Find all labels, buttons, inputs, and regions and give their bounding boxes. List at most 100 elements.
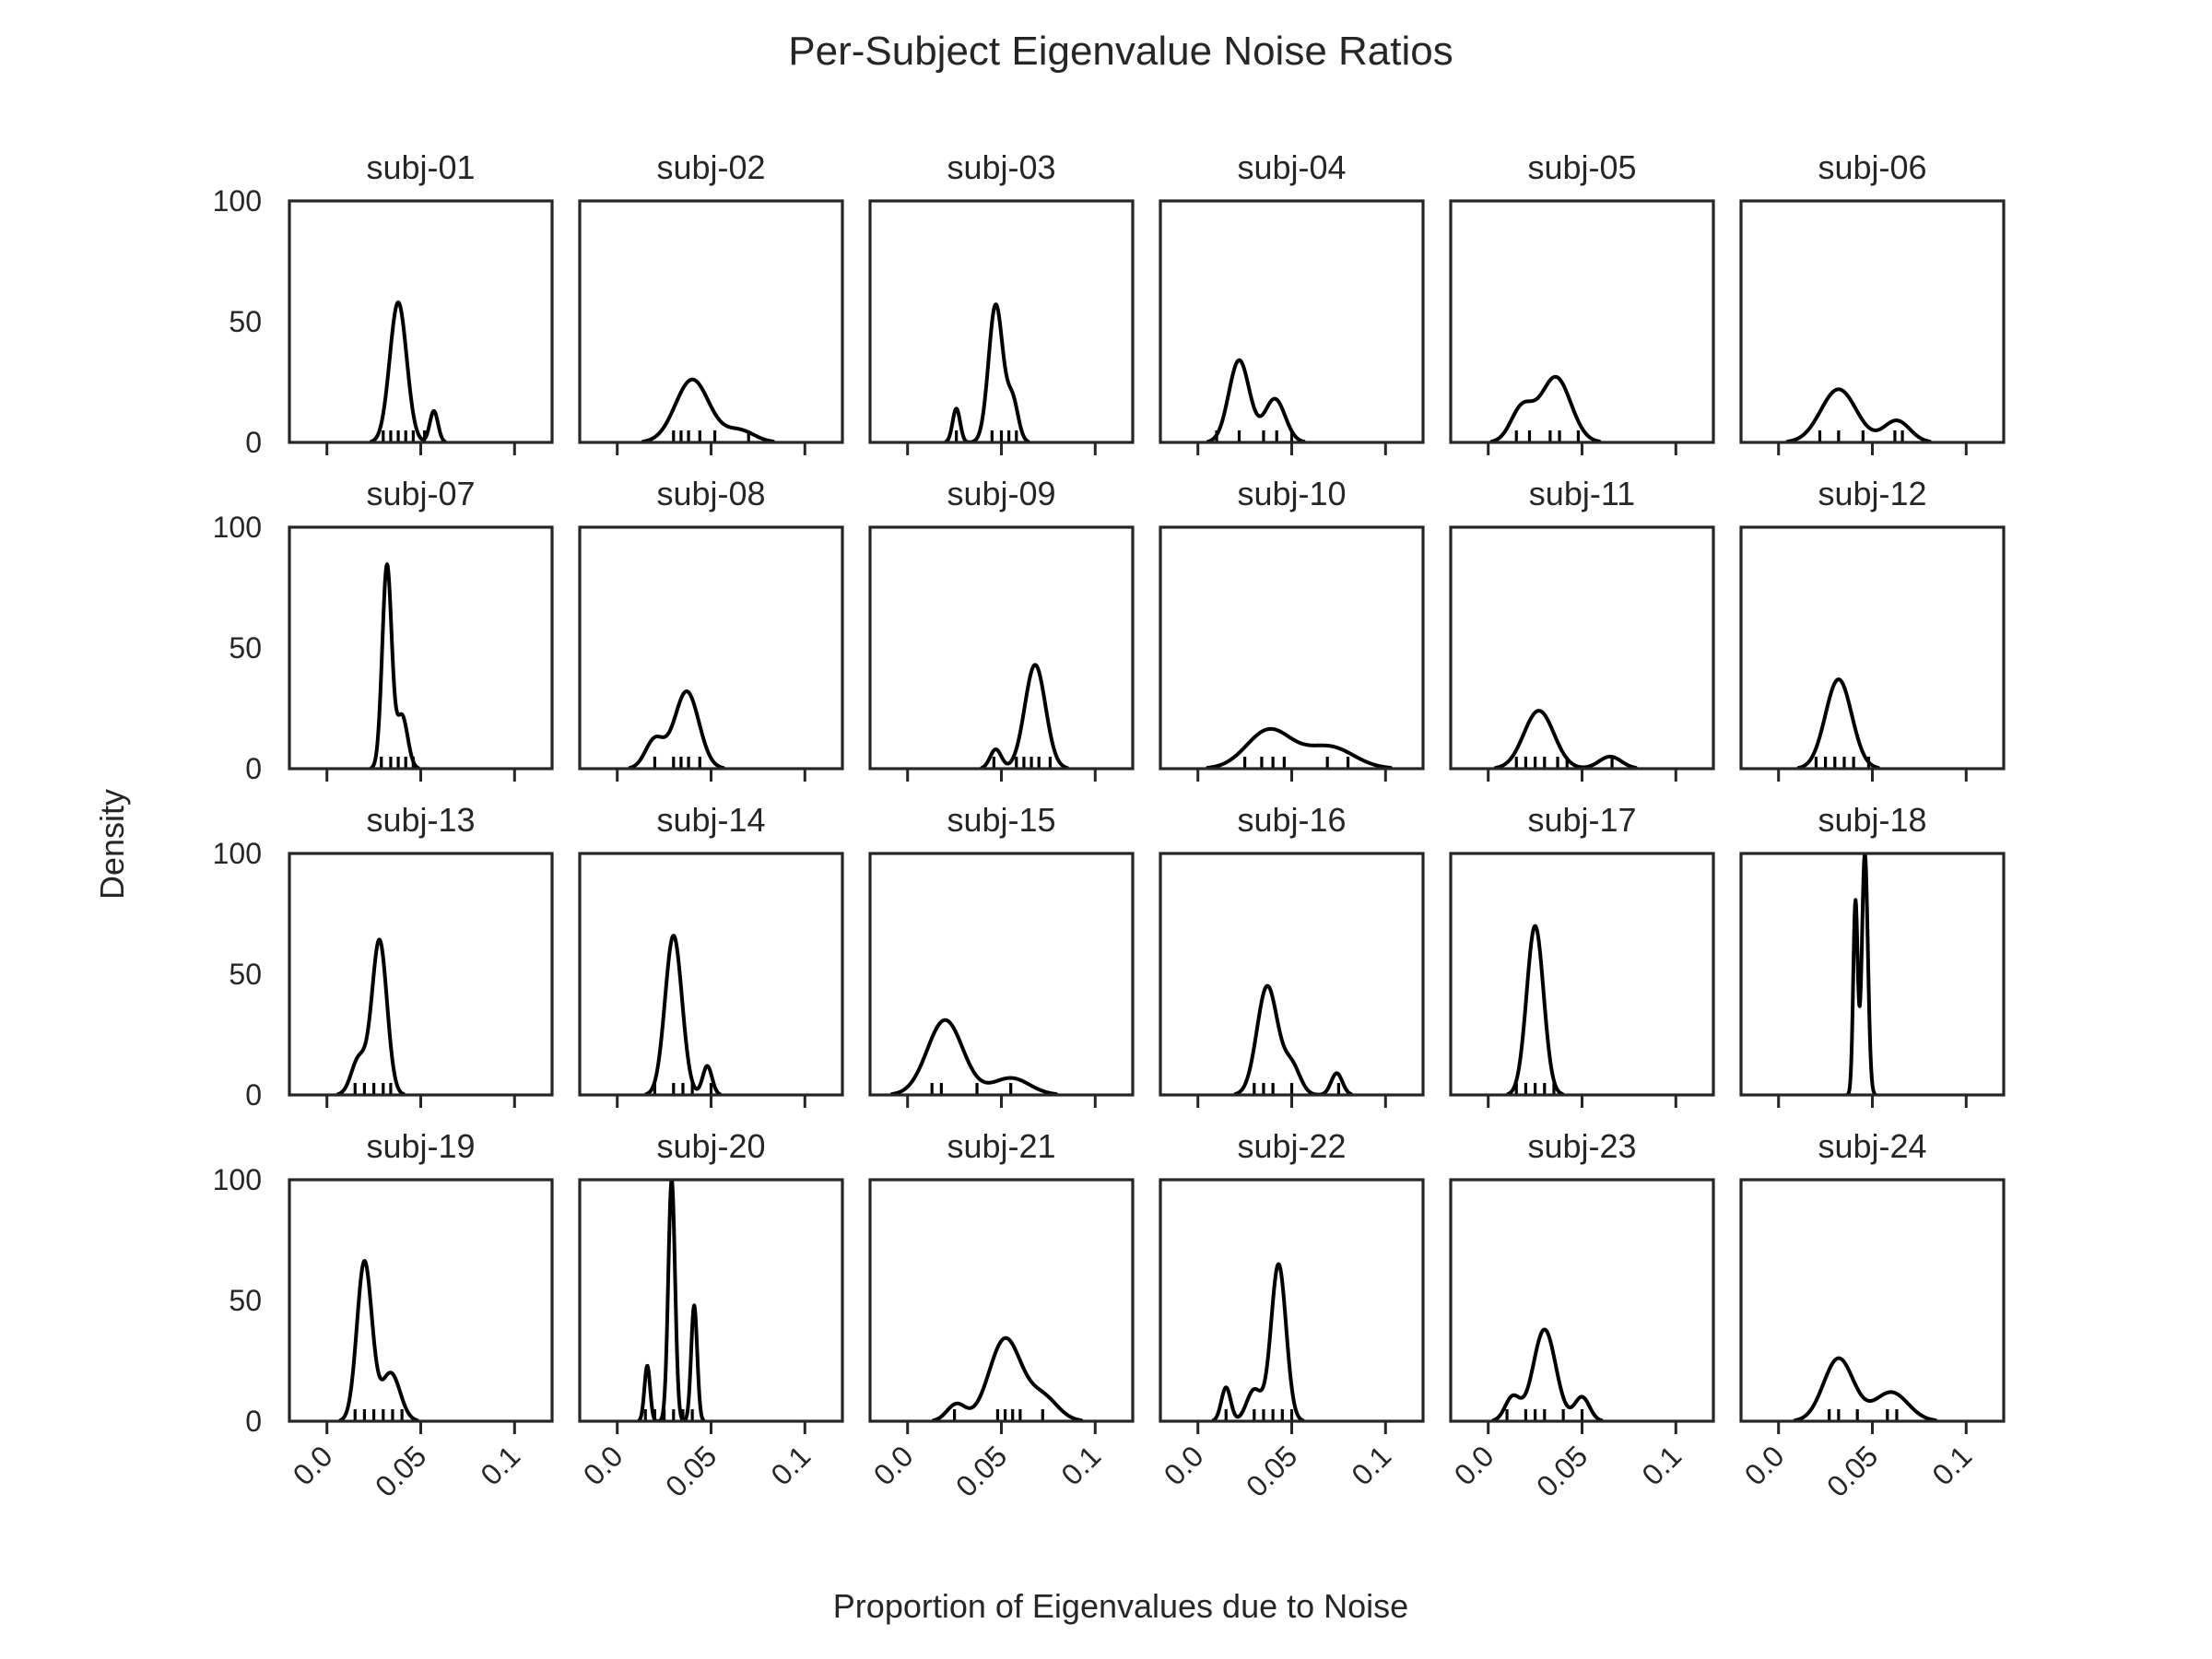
panel-title: subj-07 xyxy=(366,475,475,512)
panel-subj-14: subj-14 xyxy=(578,801,844,1108)
panel-subj-08: subj-08 xyxy=(578,475,844,782)
y-tick-label: 100 xyxy=(213,511,262,544)
x-tick-label: 0.1 xyxy=(1345,1439,1397,1491)
x-tick-label: 0.1 xyxy=(474,1439,526,1491)
x-tick-label: 0.05 xyxy=(1820,1439,1884,1502)
panel-title: subj-14 xyxy=(656,801,765,839)
panel-frame xyxy=(1449,1178,1715,1423)
panel-subj-04: subj-04 xyxy=(1159,148,1425,455)
panel-subj-16: subj-16 xyxy=(1159,801,1425,1108)
kde-curve xyxy=(1491,1327,1604,1421)
x-tick-label: 0.0 xyxy=(1158,1439,1210,1491)
panel-frame xyxy=(288,852,554,1097)
x-tick-label: 0.0 xyxy=(1448,1439,1500,1491)
x-axis-label: Proportion of Eigenvalues due to Noise xyxy=(833,1587,1408,1625)
kde-curve xyxy=(944,302,1030,442)
panel-frame xyxy=(1449,852,1715,1097)
panel-title: subj-10 xyxy=(1237,475,1346,512)
panel-subj-21: subj-21 0.0 0.05 0.1 xyxy=(867,1127,1135,1503)
panel-grid: subj-01 0 50 100 subj-02 subj-03 subj-04 subj-0… xyxy=(213,148,2006,1503)
kde-curve xyxy=(336,937,406,1095)
panel-subj-20: subj-20 0.0 0.05 0.1 xyxy=(577,1127,844,1503)
panel-subj-02: subj-02 xyxy=(578,148,844,455)
panel-title: subj-18 xyxy=(1818,801,1926,839)
panel-title: subj-23 xyxy=(1527,1127,1636,1165)
panel-subj-23: subj-23 0.0 0.05 0.1 xyxy=(1448,1127,1715,1503)
panel-frame xyxy=(578,1178,844,1423)
y-axis-label: Density xyxy=(93,789,131,900)
panel-subj-01: subj-01 0 50 100 xyxy=(213,148,554,459)
x-tick-label: 0.05 xyxy=(369,1439,432,1502)
panel-frame xyxy=(868,525,1135,771)
panel-frame xyxy=(288,199,554,444)
panel-frame xyxy=(1739,1178,2006,1423)
y-tick-label: 0 xyxy=(245,1078,262,1112)
kde-curve xyxy=(1206,726,1393,769)
x-tick-label: 0.05 xyxy=(1530,1439,1594,1502)
x-tick-label: 0.05 xyxy=(949,1439,1013,1502)
kde-curve xyxy=(1233,983,1353,1095)
panel-title: subj-04 xyxy=(1237,148,1346,186)
panel-title: subj-06 xyxy=(1818,148,1926,186)
panel-subj-09: subj-09 xyxy=(868,475,1135,782)
kde-curve xyxy=(628,689,725,769)
y-tick-label: 50 xyxy=(229,958,262,991)
panel-title: subj-24 xyxy=(1818,1127,1926,1165)
kde-curve xyxy=(641,377,775,442)
panel-subj-24: subj-24 0.0 0.05 0.1 xyxy=(1738,1127,2006,1503)
panel-subj-12: subj-12 xyxy=(1739,475,2006,782)
x-tick-label: 0.0 xyxy=(287,1439,339,1491)
panel-subj-17: subj-17 xyxy=(1449,801,1715,1108)
panel-title: subj-22 xyxy=(1237,1127,1346,1165)
panel-frame xyxy=(1739,525,2006,771)
panel-title: subj-08 xyxy=(656,475,765,512)
y-tick-label: 0 xyxy=(245,752,262,785)
panel-frame xyxy=(1449,525,1715,771)
x-tick-label: 0.1 xyxy=(764,1439,817,1491)
x-tick-label: 0.1 xyxy=(1054,1439,1107,1491)
kde-curve xyxy=(338,1259,419,1421)
panel-title: subj-16 xyxy=(1237,801,1346,839)
panel-subj-18: subj-18 xyxy=(1739,801,2006,1108)
y-tick-label: 50 xyxy=(229,305,262,338)
panel-frame xyxy=(1159,525,1425,771)
y-tick-label: 100 xyxy=(213,1163,262,1196)
panel-title: subj-13 xyxy=(366,801,475,839)
x-tick-label: 0.1 xyxy=(1925,1439,1978,1491)
x-tick-label: 0.05 xyxy=(659,1439,723,1502)
panel-frame xyxy=(578,525,844,771)
panel-frame xyxy=(578,852,844,1097)
panel-subj-10: subj-10 xyxy=(1159,475,1425,782)
panel-title: subj-02 xyxy=(656,148,765,186)
panel-subj-05: subj-05 xyxy=(1449,148,1715,455)
panel-subj-11: subj-11 xyxy=(1449,475,1715,782)
panel-title: subj-12 xyxy=(1818,475,1926,512)
kde-curve xyxy=(637,1180,706,1421)
panel-title: subj-05 xyxy=(1527,148,1636,186)
panel-subj-15: subj-15 xyxy=(868,801,1135,1108)
panel-title: subj-09 xyxy=(947,475,1055,512)
y-tick-label: 100 xyxy=(213,184,262,218)
panel-frame xyxy=(1739,199,2006,444)
panel-title: subj-19 xyxy=(366,1127,475,1165)
panel-frame xyxy=(288,525,554,771)
y-tick-label: 0 xyxy=(245,426,262,459)
panel-frame xyxy=(1449,199,1715,444)
x-tick-label: 0.1 xyxy=(1635,1439,1688,1491)
kde-curve xyxy=(1206,358,1306,442)
x-tick-label: 0.0 xyxy=(577,1439,629,1491)
kde-curve xyxy=(644,934,723,1095)
panel-frame xyxy=(868,852,1135,1097)
x-tick-label: 0.05 xyxy=(1240,1439,1303,1502)
panel-subj-22: subj-22 0.0 0.05 0.1 xyxy=(1158,1127,1425,1503)
kde-curve xyxy=(1845,853,1877,1095)
kde-curve xyxy=(980,663,1069,769)
y-tick-label: 0 xyxy=(245,1405,262,1438)
panel-title: subj-21 xyxy=(947,1127,1055,1165)
kde-curve xyxy=(1793,1356,1937,1421)
panel-title: subj-20 xyxy=(656,1127,765,1165)
panel-frame xyxy=(1159,199,1425,444)
panel-title: subj-17 xyxy=(1527,801,1636,839)
kde-curve xyxy=(1506,924,1565,1095)
